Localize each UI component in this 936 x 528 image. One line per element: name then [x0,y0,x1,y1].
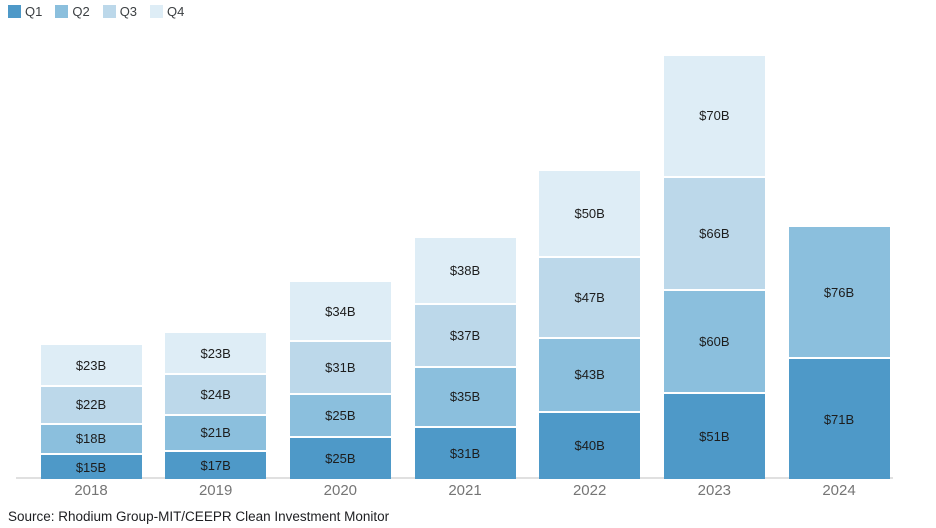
legend-item-q3[interactable]: Q3 [102,4,138,19]
segment-q2-2019[interactable]: $21B [165,413,267,450]
chart-legend: Q1 Q2 Q3 Q4 [8,5,184,18]
value-label: $22B [75,397,107,413]
value-label: $17B [200,457,231,473]
bar-2022[interactable]: $50B $47B $43B $40B [539,170,641,479]
legend-label: Q2 [72,4,90,19]
value-label: $31B [325,360,356,376]
segment-q2-2024[interactable]: $76B [788,227,890,358]
value-label: $23B [75,357,107,373]
legend-label: Q3 [119,4,138,19]
segment-q1-2018[interactable]: $15B [40,453,142,479]
x-tick-2019: 2019 [198,482,233,499]
legend-label: Q4 [167,4,185,19]
segment-q4-2022[interactable]: $50B [539,170,641,257]
legend-item-q1[interactable]: Q1 [8,5,42,18]
bar-2023[interactable]: $70B $66B $60B $51B [663,56,765,479]
segment-q2-2022[interactable]: $43B [539,336,641,411]
value-label: $24B [200,386,231,402]
x-tick-2018: 2018 [74,482,108,499]
segment-q1-2022[interactable]: $40B [539,410,641,479]
segment-q4-2021[interactable]: $38B [414,237,516,303]
value-label: $47B [574,290,605,306]
segment-q4-2023[interactable]: $70B [663,56,765,176]
value-label: $37B [449,327,481,343]
value-label: $25B [325,451,356,467]
bar-2024[interactable]: $76B $71B [788,227,890,479]
value-label: $35B [449,389,481,405]
segment-q1-2024[interactable]: $71B [788,357,890,479]
legend-label: Q1 [25,4,43,19]
value-label: $40B [574,438,605,454]
segment-q2-2018[interactable]: $18B [40,422,142,454]
value-label: $31B [449,445,481,461]
x-tick-2022: 2022 [572,482,607,499]
legend-item-q4[interactable]: Q4 [150,5,184,18]
segment-q4-2019[interactable]: $23B [165,333,267,373]
segment-q2-2021[interactable]: $35B [414,365,516,426]
bar-2021[interactable]: $38B $37B $35B $31B [414,237,516,479]
segment-q3-2023[interactable]: $66B [663,175,765,289]
value-label: $25B [325,408,356,424]
legend-item-q2[interactable]: Q2 [55,4,90,19]
segment-q1-2021[interactable]: $31B [414,425,516,479]
segment-q3-2018[interactable]: $22B [40,384,142,423]
value-label: $34B [325,303,356,319]
x-tick-2020: 2020 [323,482,358,499]
value-label: $60B [699,333,730,349]
x-tick-2023: 2023 [697,482,732,499]
segment-q1-2020[interactable]: $25B [289,436,391,479]
segment-q4-2020[interactable]: $34B [289,282,391,341]
x-tick-2021: 2021 [448,482,482,499]
value-label: $23B [200,345,231,361]
segment-q3-2020[interactable]: $31B [289,340,391,394]
value-label: $71B [823,411,855,427]
legend-swatch-q4-icon [150,5,164,18]
segment-q1-2019[interactable]: $17B [165,449,267,479]
segment-q3-2022[interactable]: $47B [539,256,641,337]
value-label: $15B [75,459,107,475]
value-label: $76B [823,284,855,300]
segment-q1-2023[interactable]: $51B [663,391,765,479]
segment-q4-2018[interactable]: $23B [40,345,142,385]
legend-swatch-q1-icon [8,5,21,18]
segment-q3-2019[interactable]: $24B [165,372,267,414]
legend-swatch-q2-icon [55,5,69,18]
segment-q3-2021[interactable]: $37B [414,302,516,366]
legend-swatch-q3-icon [102,5,116,18]
segment-q2-2020[interactable]: $25B [289,393,391,437]
bar-2018[interactable]: $23B $22B $18B $15B [40,345,142,479]
source-note: Source: Rhodium Group-MIT/CEEPR Clean In… [8,509,390,524]
value-label: $18B [75,431,107,447]
x-tick-2024: 2024 [822,482,856,499]
value-label: $43B [574,367,605,383]
bar-2020[interactable]: $34B $31B $25B $25B [289,282,391,479]
value-label: $21B [200,425,231,441]
value-label: $51B [699,428,730,444]
segment-q2-2023[interactable]: $60B [663,288,765,392]
value-label: $66B [699,225,730,241]
value-label: $50B [574,206,605,222]
bar-2019[interactable]: $23B $24B $21B $17B [165,333,267,479]
value-label: $38B [449,262,481,278]
value-label: $70B [699,108,730,124]
